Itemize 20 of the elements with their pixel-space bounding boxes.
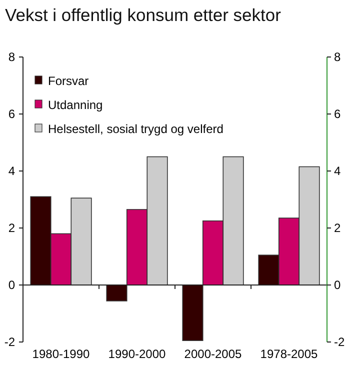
legend-label: Helsestell, sosial trygd og velferd — [48, 122, 224, 136]
y-tick-label: 0 — [8, 278, 16, 292]
y2-tick-label: 8 — [334, 50, 341, 64]
x-tick-label: 1990-2000 — [108, 347, 166, 361]
y2-tick-label: 0 — [334, 278, 341, 292]
y-tick-label: 6 — [8, 107, 16, 122]
x-tick-label: 1978-2005 — [260, 347, 318, 361]
y-tick-label: 2 — [8, 221, 16, 236]
y-tick-label: -2 — [4, 335, 16, 350]
y-tick-label: 4 — [8, 164, 16, 178]
legend-label: Utdanning — [48, 98, 103, 112]
y2-tick-label: 6 — [334, 107, 341, 122]
y-tick-label: 8 — [8, 50, 16, 64]
y2-tick-label: 2 — [334, 221, 341, 236]
x-tick-label: 1980-1990 — [32, 347, 90, 361]
x-tick-label: 2000-2005 — [184, 347, 242, 361]
chart-title: Vekst i offentlig konsum etter sektor — [5, 5, 282, 25]
legend-label: Forsvar — [48, 74, 89, 88]
y2-tick-label: 4 — [334, 164, 341, 178]
y2-tick-label: -2 — [334, 335, 345, 350]
